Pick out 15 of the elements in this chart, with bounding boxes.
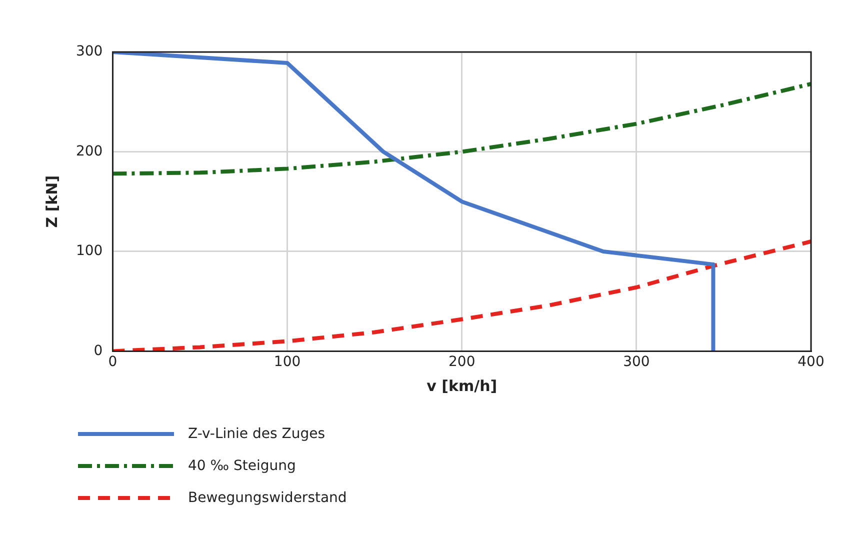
x-tick-label: 300 [623, 354, 650, 370]
legend-label: Z-v-Linie des Zuges [188, 426, 325, 442]
legend-label: Bewegungswiderstand [188, 490, 347, 506]
x-axis-title: v [km/h] [426, 376, 498, 395]
y-tick-label: 0 [94, 342, 103, 359]
y-axis-title: Z [kN] [42, 175, 61, 228]
y-tick-label: 100 [76, 243, 103, 260]
x-tick-label: 400 [798, 354, 824, 370]
x-tick-label: 100 [274, 354, 301, 370]
line-series [112, 82, 811, 176]
y-tick-label: 300 [76, 44, 103, 60]
legend-label: 40 ‰ Steigung [188, 458, 296, 474]
x-tick-label: 200 [448, 354, 476, 370]
y-tick-label: 200 [76, 143, 103, 160]
x-tick-label: 0 [108, 354, 118, 370]
